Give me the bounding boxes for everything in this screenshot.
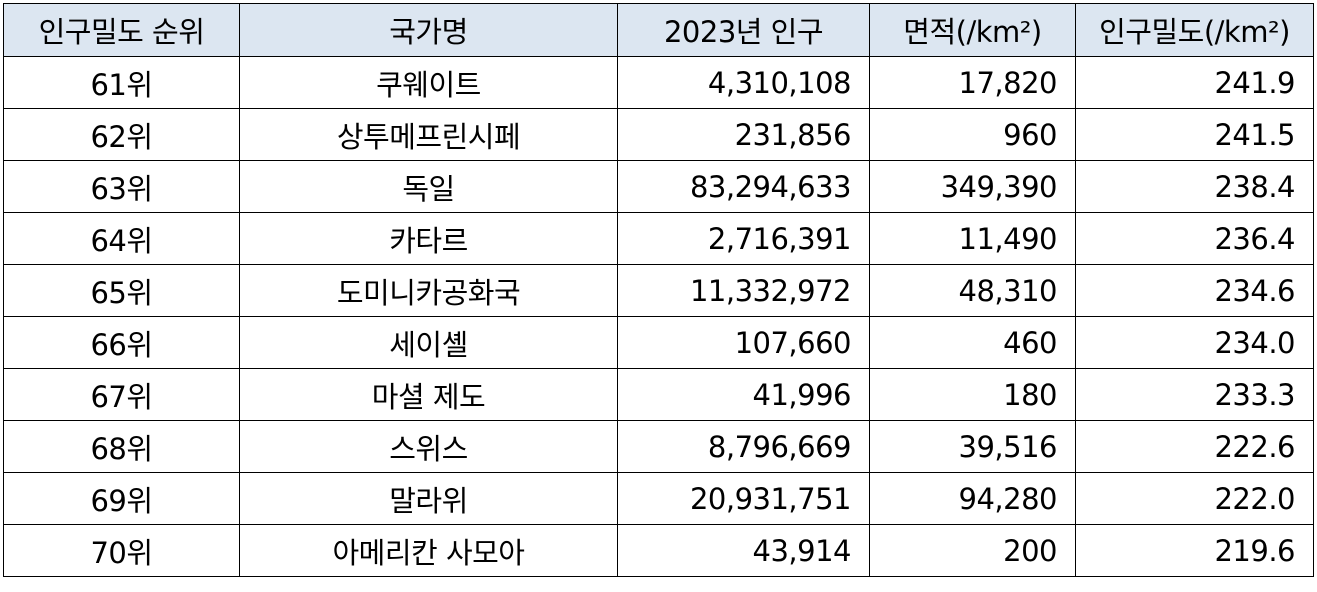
table-row: 66위 세이셸 107,660 460 234.0	[3, 316, 1314, 369]
country-cell: 말라위	[239, 472, 618, 525]
area-cell: 349,390	[869, 160, 1076, 213]
table-row: 65위 도미니카공화국 11,332,972 48,310 234.6	[3, 264, 1314, 317]
density-cell: 238.4	[1075, 160, 1314, 213]
table-header: 인구밀도 순위 국가명 2023년 인구 면적(/km²) 인구밀도(/km²)	[3, 3, 1314, 57]
rank-cell: 61위	[3, 56, 240, 109]
density-cell: 241.5	[1075, 108, 1314, 161]
population-cell: 107,660	[617, 316, 870, 369]
area-cell: 94,280	[869, 472, 1076, 525]
density-cell: 222.0	[1075, 472, 1314, 525]
area-cell: 48,310	[869, 264, 1076, 317]
population-cell: 231,856	[617, 108, 870, 161]
rank-cell: 66위	[3, 316, 240, 369]
area-cell: 180	[869, 368, 1076, 421]
header-density: 인구밀도(/km²)	[1075, 3, 1314, 57]
area-cell: 17,820	[869, 56, 1076, 109]
country-cell: 아메리칸 사모아	[239, 524, 618, 577]
table-row: 69위 말라위 20,931,751 94,280 222.0	[3, 472, 1314, 525]
area-cell: 960	[869, 108, 1076, 161]
density-cell: 236.4	[1075, 212, 1314, 265]
table-row: 61위 쿠웨이트 4,310,108 17,820 241.9	[3, 56, 1314, 109]
rank-cell: 65위	[3, 264, 240, 317]
density-cell: 219.6	[1075, 524, 1314, 577]
rank-cell: 69위	[3, 472, 240, 525]
area-cell: 39,516	[869, 420, 1076, 473]
country-cell: 상투메프린시페	[239, 108, 618, 161]
header-area: 면적(/km²)	[869, 3, 1076, 57]
country-cell: 쿠웨이트	[239, 56, 618, 109]
table-row: 67위 마셜 제도 41,996 180 233.3	[3, 368, 1314, 421]
header-population: 2023년 인구	[617, 3, 870, 57]
area-cell: 460	[869, 316, 1076, 369]
population-cell: 20,931,751	[617, 472, 870, 525]
header-row: 인구밀도 순위 국가명 2023년 인구 면적(/km²) 인구밀도(/km²)	[3, 3, 1314, 57]
population-cell: 2,716,391	[617, 212, 870, 265]
density-cell: 222.6	[1075, 420, 1314, 473]
population-cell: 43,914	[617, 524, 870, 577]
country-cell: 독일	[239, 160, 618, 213]
area-cell: 200	[869, 524, 1076, 577]
population-cell: 8,796,669	[617, 420, 870, 473]
country-cell: 도미니카공화국	[239, 264, 618, 317]
rank-cell: 62위	[3, 108, 240, 161]
population-cell: 4,310,108	[617, 56, 870, 109]
density-cell: 234.6	[1075, 264, 1314, 317]
country-cell: 마셜 제도	[239, 368, 618, 421]
table-row: 64위 카타르 2,716,391 11,490 236.4	[3, 212, 1314, 265]
country-cell: 스위스	[239, 420, 618, 473]
population-cell: 41,996	[617, 368, 870, 421]
rank-cell: 68위	[3, 420, 240, 473]
population-cell: 83,294,633	[617, 160, 870, 213]
table-row: 63위 독일 83,294,633 349,390 238.4	[3, 160, 1314, 213]
population-density-table: 인구밀도 순위 국가명 2023년 인구 면적(/km²) 인구밀도(/km²)…	[3, 3, 1314, 577]
area-cell: 11,490	[869, 212, 1076, 265]
density-cell: 241.9	[1075, 56, 1314, 109]
rank-cell: 67위	[3, 368, 240, 421]
country-cell: 세이셸	[239, 316, 618, 369]
table-row: 68위 스위스 8,796,669 39,516 222.6	[3, 420, 1314, 473]
rank-cell: 63위	[3, 160, 240, 213]
header-country: 국가명	[239, 3, 618, 57]
table-body: 61위 쿠웨이트 4,310,108 17,820 241.9 62위 상투메프…	[3, 56, 1314, 577]
density-cell: 233.3	[1075, 368, 1314, 421]
population-cell: 11,332,972	[617, 264, 870, 317]
rank-cell: 70위	[3, 524, 240, 577]
density-cell: 234.0	[1075, 316, 1314, 369]
table-row: 62위 상투메프린시페 231,856 960 241.5	[3, 108, 1314, 161]
rank-cell: 64위	[3, 212, 240, 265]
table-row: 70위 아메리칸 사모아 43,914 200 219.6	[3, 524, 1314, 577]
header-rank: 인구밀도 순위	[3, 3, 240, 57]
country-cell: 카타르	[239, 212, 618, 265]
